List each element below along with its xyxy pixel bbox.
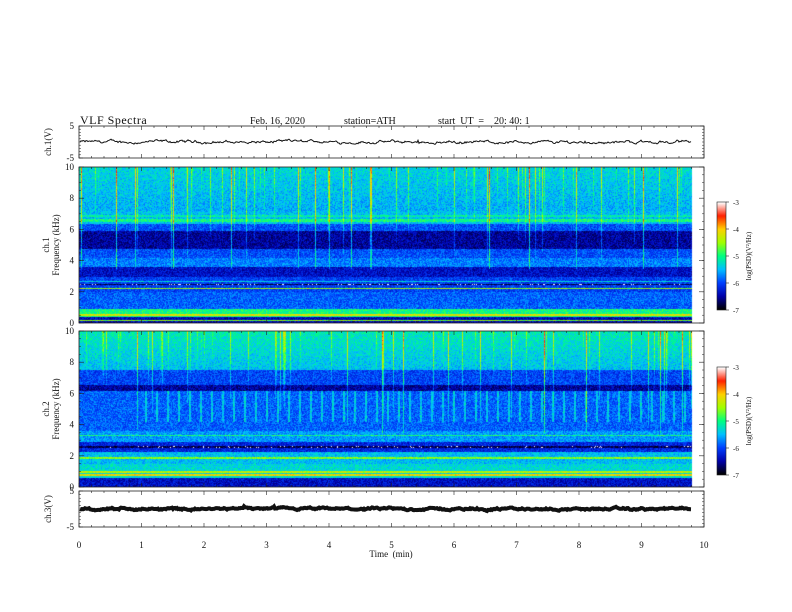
amplitude-tick-label: -5 [67, 153, 75, 163]
colorbar-tick-label: -4 [733, 226, 739, 234]
time-tick-label: 0 [77, 540, 82, 550]
amplitude-tick-label: 5 [70, 486, 75, 496]
time-tick-label: 8 [577, 540, 582, 550]
time-tick-label: 9 [639, 540, 644, 550]
frequency-tick-label: 4 [70, 256, 75, 266]
ch3-waveform-panel: -5 5 ch.3(V) [43, 486, 705, 532]
amplitude-tick-label: 5 [70, 121, 75, 131]
ch1-colorbar [717, 202, 726, 310]
frequency-tick-label: 10 [65, 162, 75, 172]
time-tick-label: 6 [452, 540, 457, 550]
frequency-tick-label: 0 [70, 482, 75, 492]
ch1-waveform-line [79, 138, 692, 146]
time-axis-label: Time (min) [369, 549, 412, 559]
ch1-channel-label: ch.1 [41, 237, 51, 252]
ch3-waveform-line [79, 503, 692, 514]
frequency-tick-label: 10 [65, 326, 75, 336]
colorbar-tick-label: -3 [733, 364, 739, 372]
colorbar-tick-label: -7 [733, 472, 739, 480]
ch3-ylabel: ch.3(V) [43, 495, 53, 523]
ch2-colorbar [717, 367, 726, 475]
ch1-spectrogram-image [79, 167, 693, 323]
amplitude-tick-label: -5 [67, 522, 75, 532]
figure-title: VLF Spectra [80, 113, 147, 127]
start-time-label: start UT = 20: 40: 1 [438, 116, 530, 127]
frequency-tick-label: 8 [70, 193, 75, 203]
time-tick-label: 2 [202, 540, 207, 550]
frequency-tick-label: 4 [70, 420, 75, 430]
frequency-tick-label: 2 [70, 451, 75, 461]
ch1-waveform-frame [78, 125, 705, 159]
frequency-tick-label: 6 [70, 388, 75, 398]
ch1-frequency-label: Frequency (kHz) [51, 214, 61, 275]
time-tick-label: 5 [389, 540, 394, 550]
station-label: station=ATH [344, 116, 396, 127]
time-tick-label: 10 [700, 540, 710, 550]
frequency-tick-label: 6 [70, 224, 75, 234]
colorbar-tick-label: -5 [733, 253, 739, 261]
date-label: Feb. 16, 2020 [250, 116, 305, 127]
colorbar-tick-label: -7 [733, 307, 739, 315]
ch2-colorbar-label: log(PSD)(V²/Hz) [745, 396, 753, 445]
frequency-tick-label: 0 [70, 318, 75, 328]
ch2-channel-label: ch.2 [41, 401, 51, 416]
ch2-frequency-label: Frequency (kHz) [51, 378, 61, 439]
ch1-waveform-panel: -5 5 ch.1(V) [43, 121, 705, 163]
colorbar-tick-label: -4 [733, 391, 739, 399]
colorbar-tick-label: -5 [733, 418, 739, 426]
frequency-tick-label: 2 [70, 287, 75, 297]
colorbar-tick-label: -6 [733, 280, 739, 288]
time-tick-label: 4 [327, 540, 332, 550]
colorbar-tick-label: -3 [733, 199, 739, 207]
ch1-colorbar-label: log(PSD)(V²/Hz) [745, 231, 753, 280]
colorbar-tick-label: -6 [733, 445, 739, 453]
frequency-tick-label: 8 [70, 357, 75, 367]
time-axis: 0 1 2 3 4 5 6 7 8 9 10 [77, 126, 709, 550]
time-tick-label: 7 [514, 540, 519, 550]
ch2-spectrogram-image [79, 331, 693, 487]
time-tick-label: 3 [264, 540, 269, 550]
ch1-ylabel: ch.1(V) [43, 128, 53, 156]
time-tick-label: 1 [139, 540, 144, 550]
